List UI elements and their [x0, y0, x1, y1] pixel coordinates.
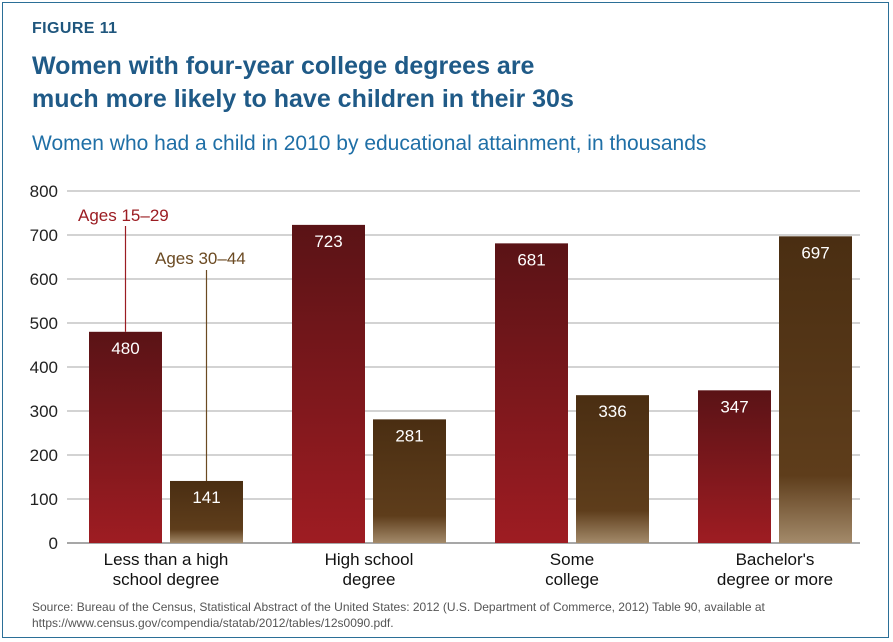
- bar-value-label: 347: [720, 397, 748, 416]
- bar-value-label: 480: [111, 339, 139, 358]
- y-tick-label: 100: [30, 490, 58, 509]
- y-tick-label: 800: [30, 182, 58, 201]
- bar-value-label: 141: [192, 488, 220, 507]
- x-category-label: Less than a high: [104, 550, 229, 569]
- x-category-label: High school: [325, 550, 414, 569]
- y-tick-label: 600: [30, 270, 58, 289]
- bar-value-label: 697: [801, 243, 829, 262]
- y-tick-label: 0: [49, 534, 58, 553]
- y-tick-label: 300: [30, 402, 58, 421]
- x-category-label: degree: [343, 570, 396, 589]
- y-tick-label: 700: [30, 226, 58, 245]
- y-tick-label: 200: [30, 446, 58, 465]
- y-tick-label: 500: [30, 314, 58, 333]
- bar: [292, 225, 365, 543]
- source-note: Source: Bureau of the Census, Statistica…: [32, 599, 872, 631]
- series-label-ages-30-44: Ages 30–44: [155, 249, 246, 268]
- x-category-label: degree or more: [717, 570, 833, 589]
- x-category-label: college: [545, 570, 599, 589]
- bar-value-label: 281: [395, 426, 423, 445]
- y-tick-label: 400: [30, 358, 58, 377]
- series-label-ages-15-29: Ages 15–29: [78, 206, 169, 225]
- bar-value-label: 723: [314, 232, 342, 251]
- bar: [89, 332, 162, 543]
- bar-value-label: 336: [598, 402, 626, 421]
- bar-chart: 0 100 200 300 400 500 600 700 800 480 141 Less tha…: [0, 0, 893, 600]
- x-category-label: Bachelor's: [736, 550, 815, 569]
- x-category-label: Some: [550, 550, 594, 569]
- x-category-label: school degree: [113, 570, 220, 589]
- bar: [779, 236, 852, 543]
- bar: [495, 243, 568, 543]
- bar-value-label: 681: [517, 250, 545, 269]
